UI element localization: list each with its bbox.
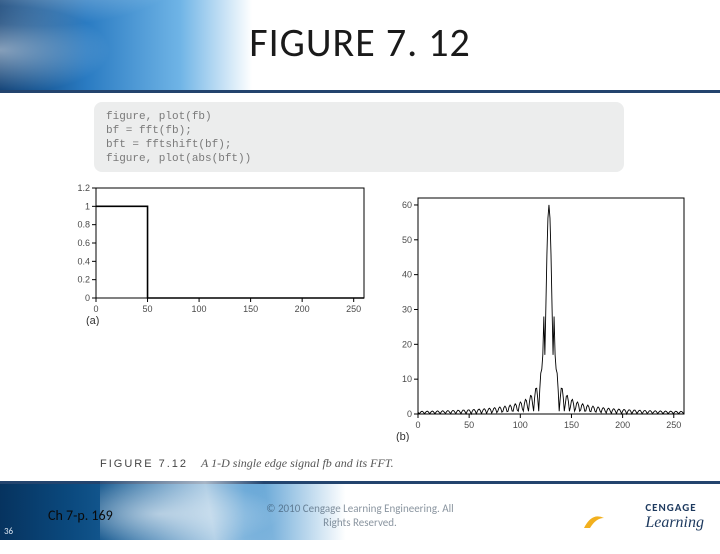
brand-swoosh-icon bbox=[582, 508, 606, 532]
svg-text:30: 30 bbox=[402, 304, 412, 314]
svg-text:0: 0 bbox=[85, 293, 90, 303]
svg-text:50: 50 bbox=[464, 420, 474, 430]
header-divider bbox=[0, 90, 720, 93]
chart-b: 0 10 20 30 40 50 60 0 50 100 150 200 250 (b) bbox=[380, 192, 692, 442]
copyright-line-1: © 2010 Cengage Learning Engineering. All bbox=[266, 502, 453, 515]
content-area: figure, plot(fb) bf = fft(fb); bft = fft… bbox=[0, 96, 720, 484]
figure-caption: FIGURE 7.12 A 1-D single edge signal fb … bbox=[100, 456, 394, 471]
svg-text:0: 0 bbox=[407, 409, 412, 419]
svg-text:150: 150 bbox=[564, 420, 579, 430]
brand-name-bottom: Learning bbox=[645, 514, 704, 532]
code-line: figure, plot(fb) bbox=[106, 111, 212, 123]
svg-text:20: 20 bbox=[402, 339, 412, 349]
svg-text:200: 200 bbox=[615, 420, 630, 430]
svg-text:(b): (b) bbox=[396, 431, 409, 442]
code-line: figure, plot(abs(bft)) bbox=[106, 153, 251, 165]
svg-text:0: 0 bbox=[415, 420, 420, 430]
svg-text:0.2: 0.2 bbox=[77, 275, 90, 285]
svg-text:100: 100 bbox=[192, 304, 207, 314]
svg-text:100: 100 bbox=[513, 420, 528, 430]
svg-text:0.8: 0.8 bbox=[77, 220, 90, 230]
svg-text:250: 250 bbox=[666, 420, 681, 430]
svg-text:50: 50 bbox=[143, 304, 153, 314]
code-line: bft = fftshift(bf); bbox=[106, 139, 231, 151]
code-line: bf = fft(fb); bbox=[106, 125, 192, 137]
svg-text:1.2: 1.2 bbox=[77, 183, 90, 193]
svg-text:0.6: 0.6 bbox=[77, 238, 90, 248]
copyright-line-2: Rights Reserved. bbox=[323, 516, 397, 529]
slide-title: FIGURE 7. 12 bbox=[0, 18, 720, 67]
svg-text:(a): (a) bbox=[86, 315, 99, 326]
svg-text:40: 40 bbox=[402, 270, 412, 280]
svg-text:60: 60 bbox=[402, 200, 412, 210]
caption-description: A 1-D single edge signal fb and its FFT. bbox=[201, 456, 394, 470]
svg-text:150: 150 bbox=[243, 304, 258, 314]
svg-text:250: 250 bbox=[346, 304, 361, 314]
copyright-text: © 2010 Cengage Learning Engineering. All… bbox=[0, 502, 720, 530]
brand-logo: CENGAGE Learning bbox=[645, 501, 704, 532]
svg-text:0: 0 bbox=[93, 304, 98, 314]
svg-text:200: 200 bbox=[295, 304, 310, 314]
svg-text:0.4: 0.4 bbox=[77, 256, 90, 266]
chart-a: 0 0.2 0.4 0.6 0.8 1 1.2 0 50 100 150 200 250 (a) bbox=[60, 182, 370, 326]
svg-text:50: 50 bbox=[402, 235, 412, 245]
brand-name-top: CENGAGE bbox=[645, 501, 704, 514]
svg-text:1: 1 bbox=[85, 201, 90, 211]
svg-text:10: 10 bbox=[402, 374, 412, 384]
caption-label: FIGURE 7.12 bbox=[100, 458, 188, 470]
code-block: figure, plot(fb) bf = fft(fb); bft = fft… bbox=[94, 102, 624, 172]
